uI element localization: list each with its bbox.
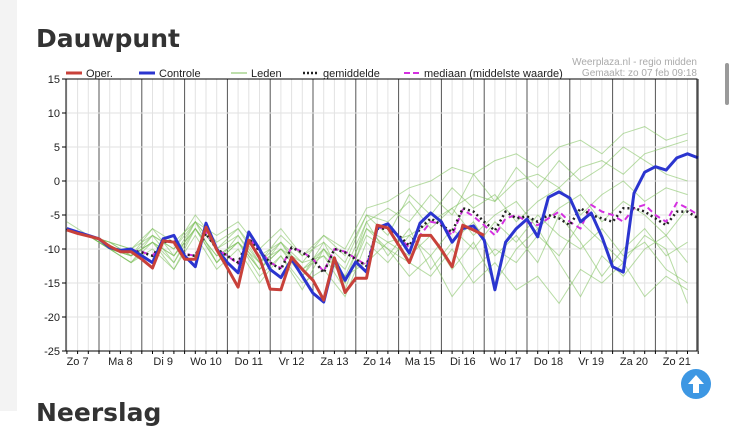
x-tick-label: Zo 7 (67, 356, 89, 368)
y-tick-label: 10 (48, 108, 60, 120)
next-section-title: Neerslag (36, 398, 162, 427)
mean-line (66, 206, 699, 275)
legend-label: mediaan (middelste waarde) (424, 68, 563, 80)
x-tick-label: Wo 10 (190, 356, 222, 368)
x-tick-label: Do 18 (534, 356, 563, 368)
members-lines (66, 126, 688, 305)
x-tick-label: Wo 17 (490, 356, 522, 368)
x-tick-label: Ma 8 (108, 356, 132, 368)
legend: Oper. Controle Leden gemiddelde mediaan (mid… (66, 68, 563, 80)
x-tick-label: Za 13 (320, 356, 348, 368)
y-tick-label: 5 (54, 142, 60, 154)
scrollbar[interactable] (725, 63, 729, 105)
oper-line (66, 223, 485, 302)
x-tick-label: Za 20 (620, 356, 648, 368)
legend-label: Oper. (86, 68, 113, 80)
member-line (66, 227, 688, 298)
plot-border (65, 78, 698, 352)
legend-label: Leden (251, 68, 282, 80)
main-lines (66, 152, 699, 304)
scroll-to-top-button[interactable] (681, 369, 711, 399)
left-margin (0, 0, 17, 411)
legend-label: Controle (159, 68, 201, 80)
page-title: Dauwpunt (36, 24, 180, 53)
grid (66, 78, 699, 352)
x-tick-label: Di 9 (153, 356, 173, 368)
y-tick-label: -20 (44, 312, 60, 324)
x-tick-label: Do 11 (235, 356, 264, 368)
member-line (66, 146, 688, 271)
y-tick-label: 15 (48, 74, 60, 86)
dewpoint-chart: 15 10 5 0 -5 -10 -15 -20 -25 Zo 7 Ma 8 Di 9 Wo 10 Do … (44, 68, 699, 368)
x-tick-label: Vr 19 (578, 356, 604, 368)
member-line (66, 193, 688, 257)
member-line (66, 214, 688, 298)
source-label: Weerplaza.nl - regio midden (572, 57, 697, 68)
y-tick-label: -5 (50, 210, 60, 222)
y-tick-label: 0 (54, 176, 60, 188)
y-tick-label: -10 (44, 244, 60, 256)
arrow-up-icon (688, 375, 704, 393)
created-timestamp: Gemaakt: zo 07 feb 09:18 (581, 68, 697, 79)
x-tick-label: Ma 15 (405, 356, 436, 368)
x-tick-label: Vr 12 (279, 356, 305, 368)
member-line (66, 220, 688, 305)
member-line (66, 214, 688, 285)
axes: 15 10 5 0 -5 -10 -15 -20 -25 Zo 7 Ma 8 Di 9 Wo 10 Do … (44, 74, 699, 368)
x-tick-label: Zo 14 (363, 356, 391, 368)
legend-label: gemiddelde (323, 68, 380, 80)
x-tick-label: Zo 21 (663, 356, 691, 368)
x-tick-label: Di 16 (450, 356, 476, 368)
y-tick-label: -25 (44, 346, 60, 358)
y-tick-label: -15 (44, 278, 60, 290)
